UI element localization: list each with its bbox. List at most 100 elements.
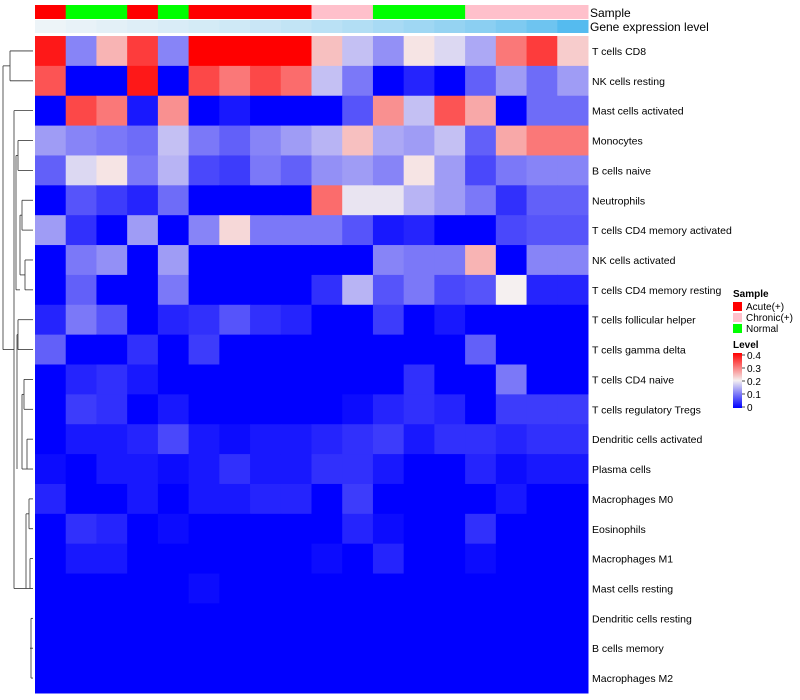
heatmap-cell: [157, 364, 190, 395]
sample-annotation-cell: [372, 5, 405, 19]
heatmap-cell: [495, 394, 528, 425]
heatmap-cell: [127, 65, 159, 97]
heatmap-cell: [250, 155, 282, 186]
heatmap-cell: [127, 663, 159, 694]
heatmap-cell: [557, 633, 589, 664]
heatmap-cell: [280, 573, 312, 604]
heatmap-cell: [372, 454, 405, 485]
heatmap-cell: [495, 513, 528, 545]
heatmap-cell: [219, 125, 251, 156]
heatmap-cell: [465, 424, 497, 455]
expression-annotation-cell: [495, 20, 528, 33]
heatmap-cell: [250, 513, 282, 545]
heatmap-cell: [127, 573, 159, 604]
heatmap-cell: [526, 245, 558, 276]
heatmap-cell: [157, 394, 190, 425]
heatmap-cell: [495, 483, 528, 515]
heatmap-cell: [434, 454, 466, 485]
heatmap-cell: [65, 155, 97, 186]
expression-annotation-bar: [35, 20, 589, 33]
row-label: B cells naive: [592, 165, 651, 177]
heatmap-cell: [219, 155, 251, 186]
heatmap-cell: [188, 334, 220, 365]
heatmap-cell: [465, 364, 497, 395]
row-label: Macrophages M0: [592, 494, 673, 506]
heatmap-cell: [35, 185, 67, 216]
heatmap-cell: [219, 185, 251, 216]
heatmap-cell: [557, 95, 589, 127]
heatmap-cell: [311, 245, 343, 276]
heatmap-cell: [342, 245, 374, 276]
heatmap-cell: [342, 454, 374, 485]
heatmap-cell: [96, 633, 128, 664]
heatmap-cell: [127, 334, 159, 365]
legend-swatch: [733, 313, 742, 322]
sample-annotation-cell: [188, 5, 220, 19]
heatmap-cell: [495, 215, 528, 246]
heatmap-cell: [280, 65, 312, 97]
heatmap-cell: [219, 454, 251, 485]
heatmap-cell: [372, 185, 405, 216]
heatmap-cell: [526, 513, 558, 545]
heatmap-cell: [465, 215, 497, 246]
heatmap-cell: [434, 334, 466, 365]
row-labels: T cells CD8 NK cells resting Mast cells ac…: [592, 46, 732, 685]
heatmap-cell: [127, 543, 159, 575]
heatmap-cell: [465, 304, 497, 336]
heatmap-cell: [96, 185, 128, 216]
heatmap-cell: [250, 454, 282, 485]
heatmap-cell: [219, 274, 251, 306]
heatmap-cell: [188, 364, 220, 395]
heatmap-cell: [557, 394, 589, 425]
heatmap-cell: [127, 364, 159, 395]
heatmap-cell: [35, 155, 67, 186]
row-label: Macrophages M2: [592, 673, 673, 685]
heatmap-cell: [96, 543, 128, 575]
heatmap-cell: [219, 543, 251, 575]
heatmap-cell: [35, 95, 67, 127]
row-label: B cells memory: [592, 643, 665, 655]
heatmap-cell: [157, 603, 190, 634]
heatmap-cell: [188, 483, 220, 515]
heatmap-cell: [495, 304, 528, 336]
heatmap-cell: [188, 185, 220, 216]
heatmap-cell: [526, 125, 558, 156]
expression-annotation-cell: [465, 20, 497, 33]
heatmap-cell: [403, 513, 435, 545]
heatmap-cell: [219, 663, 251, 694]
sample-annotation-title: Sample: [590, 6, 631, 20]
heatmap-cell: [434, 513, 466, 545]
heatmap-cell: [127, 304, 159, 336]
heatmap-cell: [465, 483, 497, 515]
heatmap-cell: [96, 274, 128, 306]
heatmap-cell: [342, 394, 374, 425]
heatmap-cell: [35, 573, 67, 604]
heatmap-cell: [342, 125, 374, 156]
heatmap-cell: [157, 633, 190, 664]
heatmap-cell: [157, 125, 190, 156]
heatmap-cell: [219, 394, 251, 425]
heatmap-cell: [280, 543, 312, 575]
heatmap-cell: [250, 663, 282, 694]
sample-annotation-cell: [434, 5, 466, 19]
sample-annotation-cell: [250, 5, 282, 19]
heatmap-cell: [65, 394, 97, 425]
heatmap-cell: [127, 603, 159, 634]
heatmap-cell: [219, 95, 251, 127]
heatmap-cell: [65, 663, 97, 694]
legend: Sample Acute(+)Chronic(+)Normal Level 0.…: [733, 289, 793, 414]
heatmap-cell: [188, 65, 220, 97]
heatmap-cell: [526, 304, 558, 336]
expression-annotation-cell: [311, 20, 343, 33]
heatmap-cell: [188, 274, 220, 306]
heatmap-cell: [372, 215, 405, 246]
heatmap-cell: [250, 603, 282, 634]
heatmap-cell: [96, 364, 128, 395]
heatmap-cell: [127, 155, 159, 186]
heatmap-cell: [434, 155, 466, 186]
heatmap-cell: [280, 663, 312, 694]
heatmap-cell: [526, 155, 558, 186]
heatmap-cell: [557, 215, 589, 246]
heatmap-cell: [495, 364, 528, 395]
heatmap-cell: [311, 633, 343, 664]
